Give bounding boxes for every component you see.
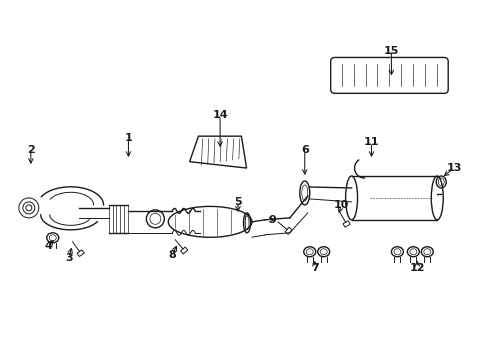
Text: 12: 12 [409, 263, 424, 273]
Text: 15: 15 [383, 45, 398, 55]
Text: 7: 7 [310, 263, 318, 273]
Text: 9: 9 [267, 215, 275, 225]
Text: 13: 13 [446, 163, 461, 173]
Text: 1: 1 [124, 133, 132, 143]
Text: 10: 10 [333, 200, 348, 210]
Text: 6: 6 [300, 145, 308, 155]
Text: 8: 8 [168, 250, 176, 260]
Text: 11: 11 [363, 137, 379, 147]
Text: 4: 4 [45, 241, 53, 251]
Text: 3: 3 [65, 253, 72, 263]
Text: 2: 2 [27, 145, 35, 155]
Text: 14: 14 [212, 110, 227, 120]
Text: 5: 5 [234, 197, 242, 207]
